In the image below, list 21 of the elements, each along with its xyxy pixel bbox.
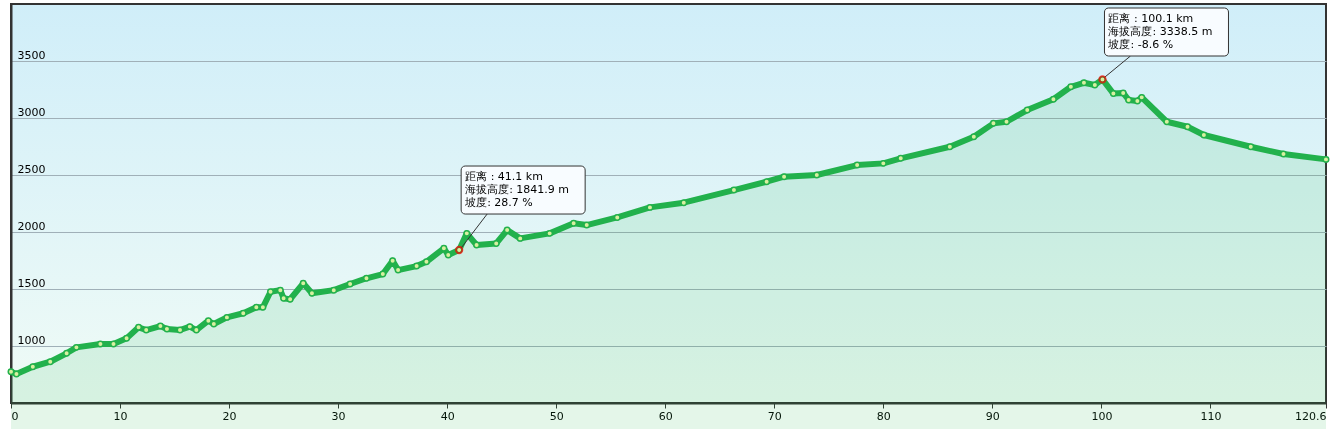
y-tick-label: 3000 bbox=[17, 105, 46, 119]
x-tick-label: 40 bbox=[440, 409, 455, 423]
x-tick-label: 20 bbox=[222, 409, 237, 423]
x-tick-label: 0 bbox=[11, 409, 19, 423]
y-tick-label: 2500 bbox=[17, 162, 46, 176]
x-tick-label: 80 bbox=[876, 409, 891, 423]
y-tick-label: 2000 bbox=[17, 219, 46, 233]
y-tick-label: 1000 bbox=[17, 333, 46, 347]
x-tick-label: 30 bbox=[331, 409, 346, 423]
y-tick-label: 1500 bbox=[17, 276, 46, 290]
x-tick-label: 50 bbox=[549, 409, 564, 423]
annotation: 距离 : 41.1 km 海拔高度: 1841.9 m 坡度: 28.7 % bbox=[464, 170, 570, 210]
x-tick-label: 90 bbox=[985, 409, 1000, 423]
x-tick-label: 110 bbox=[1200, 409, 1222, 423]
y-tick-label: 3500 bbox=[17, 48, 46, 62]
annotation: 距离 : 100.1 km 海拔高度: 3338.5 m 坡度: -8.6 % bbox=[1107, 12, 1213, 51]
x-tick-label: 70 bbox=[767, 409, 782, 423]
x-tick-label: 120.6 bbox=[1295, 409, 1327, 423]
x-tick-label: 100 bbox=[1091, 409, 1113, 423]
x-tick-label: 60 bbox=[658, 409, 673, 423]
x-tick-label: 10 bbox=[113, 409, 128, 423]
